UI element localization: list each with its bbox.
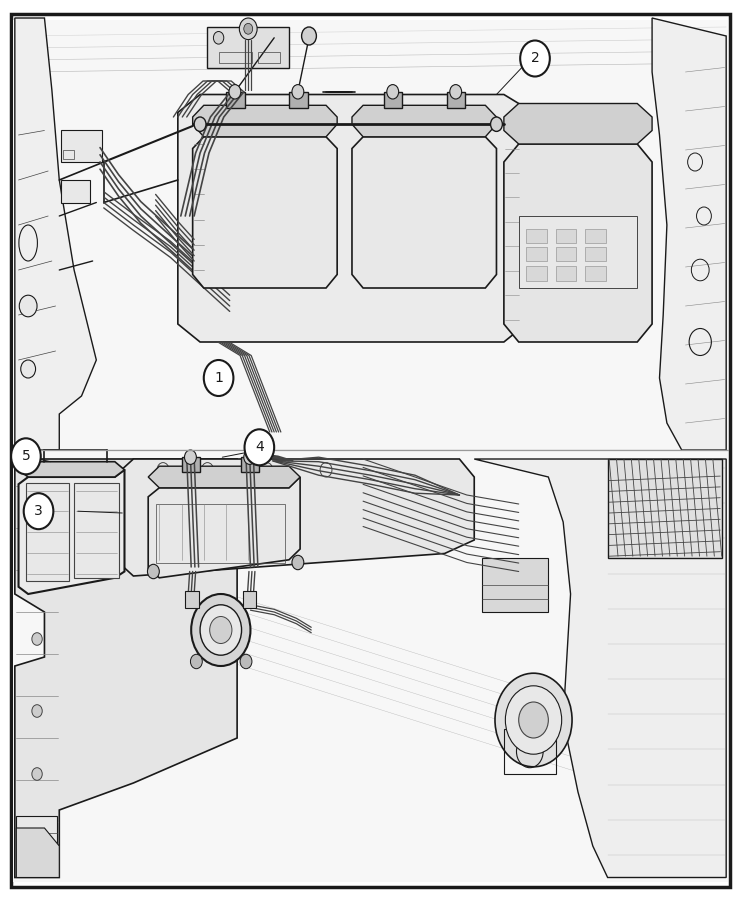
Bar xyxy=(526,247,547,261)
Bar xyxy=(74,483,119,578)
Circle shape xyxy=(194,117,206,131)
Circle shape xyxy=(495,673,572,767)
Bar xyxy=(241,457,259,472)
Circle shape xyxy=(32,561,42,573)
Bar xyxy=(219,52,252,63)
Circle shape xyxy=(244,23,253,34)
Bar xyxy=(16,816,57,875)
Circle shape xyxy=(491,117,502,131)
Polygon shape xyxy=(504,104,652,144)
Circle shape xyxy=(24,493,53,529)
Circle shape xyxy=(244,450,256,464)
Bar xyxy=(556,266,576,281)
Circle shape xyxy=(200,605,242,655)
Circle shape xyxy=(190,654,202,669)
Bar xyxy=(13,452,728,882)
Text: 1: 1 xyxy=(214,371,223,385)
Polygon shape xyxy=(15,459,237,878)
Bar xyxy=(156,504,285,562)
Polygon shape xyxy=(16,828,59,878)
Bar xyxy=(556,247,576,261)
Bar xyxy=(504,729,556,774)
Circle shape xyxy=(213,32,224,44)
Bar xyxy=(13,20,728,450)
Bar xyxy=(585,229,606,243)
Bar xyxy=(526,229,547,243)
Bar xyxy=(207,27,289,68)
Bar xyxy=(243,591,256,608)
Bar xyxy=(447,92,465,108)
Bar xyxy=(585,247,606,261)
Circle shape xyxy=(32,498,42,510)
Circle shape xyxy=(210,616,232,643)
Circle shape xyxy=(519,702,548,738)
Circle shape xyxy=(302,27,316,45)
Bar xyxy=(182,457,200,472)
Polygon shape xyxy=(193,137,337,288)
Bar xyxy=(526,266,547,281)
Circle shape xyxy=(520,40,550,76)
Polygon shape xyxy=(652,18,726,450)
Polygon shape xyxy=(15,18,96,450)
Text: 3: 3 xyxy=(34,504,43,518)
Circle shape xyxy=(191,594,250,666)
Text: 2: 2 xyxy=(531,51,539,66)
Circle shape xyxy=(11,438,41,474)
Circle shape xyxy=(32,633,42,645)
Bar xyxy=(226,92,245,108)
Circle shape xyxy=(387,85,399,99)
Polygon shape xyxy=(119,459,474,576)
Circle shape xyxy=(19,295,37,317)
Bar xyxy=(185,591,199,608)
Circle shape xyxy=(204,360,233,396)
Bar xyxy=(289,92,308,108)
Bar xyxy=(519,216,637,288)
Circle shape xyxy=(292,85,304,99)
Bar xyxy=(556,229,576,243)
Circle shape xyxy=(245,429,274,465)
Polygon shape xyxy=(352,105,496,137)
Polygon shape xyxy=(352,137,496,288)
Bar xyxy=(26,483,69,580)
Circle shape xyxy=(147,564,159,579)
Text: 5: 5 xyxy=(21,449,30,464)
Circle shape xyxy=(32,822,42,834)
Circle shape xyxy=(292,555,304,570)
Polygon shape xyxy=(148,466,300,488)
Polygon shape xyxy=(19,462,124,477)
Bar xyxy=(585,266,606,281)
Circle shape xyxy=(32,705,42,717)
Bar xyxy=(61,180,90,202)
Circle shape xyxy=(240,654,252,669)
Bar xyxy=(384,92,402,108)
Circle shape xyxy=(505,686,562,754)
Polygon shape xyxy=(19,470,124,594)
Polygon shape xyxy=(148,477,300,578)
Bar xyxy=(61,130,102,162)
Bar xyxy=(482,558,548,612)
Polygon shape xyxy=(474,459,726,878)
Bar xyxy=(63,150,74,159)
Polygon shape xyxy=(504,144,652,342)
Polygon shape xyxy=(193,105,337,137)
Polygon shape xyxy=(178,94,526,342)
Circle shape xyxy=(239,18,257,40)
Circle shape xyxy=(450,85,462,99)
Circle shape xyxy=(21,360,36,378)
Circle shape xyxy=(185,450,196,464)
Bar xyxy=(608,459,722,558)
Circle shape xyxy=(32,768,42,780)
Text: 4: 4 xyxy=(255,440,264,454)
Bar xyxy=(258,52,280,63)
Circle shape xyxy=(229,85,241,99)
